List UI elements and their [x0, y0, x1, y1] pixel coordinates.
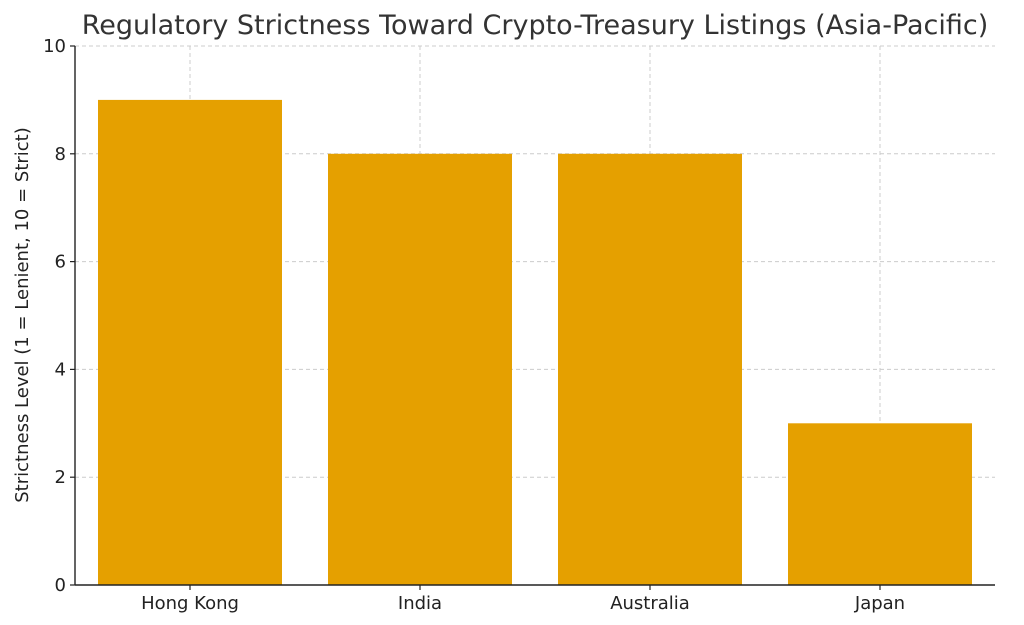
- bar-hong-kong: [98, 99, 282, 586]
- y-tick-label: 2: [55, 467, 66, 488]
- x-tick-label: Japan: [854, 593, 905, 614]
- y-axis-label: Strictness Level (1 = Lenient, 10 = Stri…: [12, 127, 33, 503]
- bar-japan: [788, 423, 972, 585]
- y-tick-label: 4: [55, 359, 66, 380]
- bar-india: [328, 153, 512, 586]
- y-tick-label: 10: [43, 36, 66, 57]
- x-tick-label: Australia: [610, 593, 690, 614]
- y-tick-label: 8: [55, 144, 66, 165]
- axes: [74, 46, 995, 586]
- bar-australia: [558, 153, 742, 586]
- chart-title: Regulatory Strictness Toward Crypto-Trea…: [82, 10, 989, 41]
- x-ticks: Hong Kong India Australia Japan: [141, 585, 905, 614]
- y-tick-label: 6: [55, 252, 66, 273]
- bars: [98, 99, 972, 586]
- x-tick-label: India: [398, 593, 442, 614]
- x-tick-label: Hong Kong: [141, 593, 239, 614]
- y-tick-label: 0: [55, 575, 66, 596]
- y-ticks: 0 2 4 6 8 10: [43, 36, 75, 596]
